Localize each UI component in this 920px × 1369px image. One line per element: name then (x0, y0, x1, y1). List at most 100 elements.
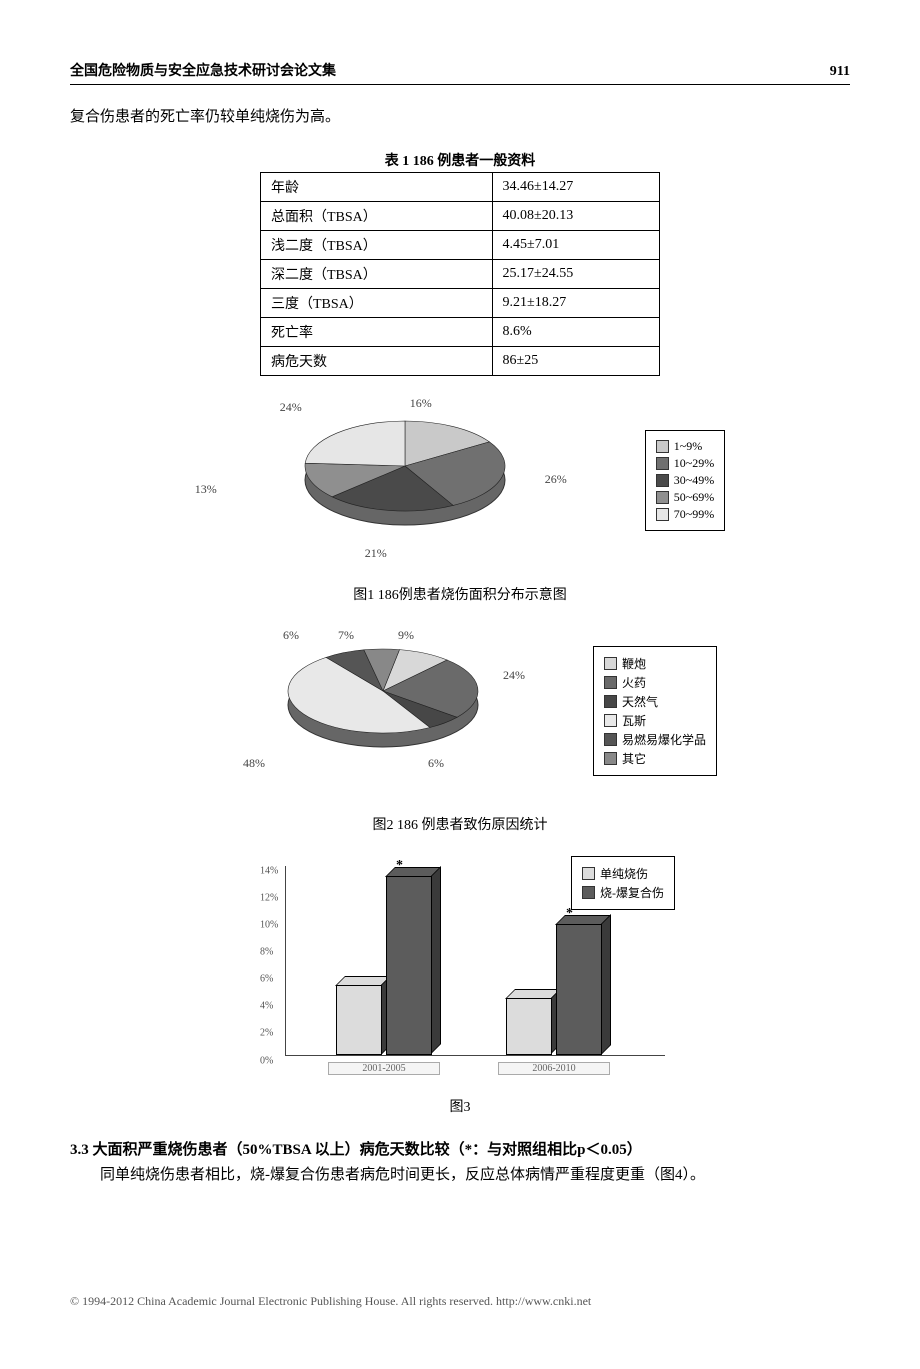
y-tick: 10% (260, 919, 278, 930)
y-tick: 14% (260, 865, 278, 876)
legend-item: 1~9% (656, 439, 715, 454)
legend-swatch (656, 508, 669, 521)
legend-item: 天然气 (604, 693, 706, 710)
paragraph-intro: 复合伤患者的死亡率仍较单纯烧伤为高。 (70, 103, 850, 132)
table-cell: 死亡率 (261, 317, 493, 346)
fig3-caption: 图3 (70, 1096, 850, 1116)
fig1-legend: 1~9% 10~29% 30~49% 50~69% 70~99% (645, 430, 726, 531)
legend-item: 易燃易爆化学品 (604, 731, 706, 748)
bar (556, 924, 602, 1055)
section-3-3-title: 3.3 大面积严重烧伤患者（50%TBSA 以上）病危天数比较（*：与对照组相比… (70, 1138, 850, 1159)
legend-label: 30~49% (674, 473, 715, 488)
legend-label: 天然气 (622, 693, 658, 710)
fig3-axes: 0%2%4%6%8%10%12%14%2001-2005*2006-2010* (285, 866, 665, 1056)
legend-label: 10~29% (674, 456, 715, 471)
table-cell: 深二度（TBSA） (261, 259, 493, 288)
table-cell: 三度（TBSA） (261, 288, 493, 317)
fig2-legend: 鞭炮火药天然气瓦斯易燃易爆化学品其它 (593, 646, 717, 776)
table-cell: 8.6% (492, 317, 659, 346)
bar-group (506, 924, 602, 1055)
table-row: 年龄34.46±14.27 (261, 172, 660, 201)
fig1-lbl-16: 16% (410, 396, 432, 411)
fig2-lbl-7: 7% (338, 628, 354, 643)
table-cell: 总面积（TBSA） (261, 201, 493, 230)
fig2-lbl-9: 9% (398, 628, 414, 643)
legend-label: 50~69% (674, 490, 715, 505)
legend-item: 10~29% (656, 456, 715, 471)
table-row: 深二度（TBSA）25.17±24.55 (261, 259, 660, 288)
y-tick: 12% (260, 892, 278, 903)
legend-item: 瓦斯 (604, 712, 706, 729)
fig1-lbl-26: 26% (545, 472, 567, 487)
y-tick: 0% (260, 1055, 273, 1066)
legend-item: 70~99% (656, 507, 715, 522)
legend-item: 50~69% (656, 490, 715, 505)
bar (386, 876, 432, 1054)
table1-caption: 表 1 186 例患者一般资料 (70, 150, 850, 170)
legend-swatch (656, 440, 669, 453)
fig2-pie (263, 626, 503, 776)
fig1-pie (275, 396, 535, 556)
fig2-lbl-6a: 6% (428, 756, 444, 771)
legend-swatch (604, 733, 617, 746)
bar (336, 985, 382, 1055)
table-row: 死亡率8.6% (261, 317, 660, 346)
legend-swatch (604, 676, 617, 689)
table-cell: 年龄 (261, 172, 493, 201)
table-row: 三度（TBSA）9.21±18.27 (261, 288, 660, 317)
legend-swatch (656, 474, 669, 487)
fig1-lbl-13: 13% (195, 482, 217, 497)
y-tick: 6% (260, 974, 273, 985)
header-left: 全国危险物质与安全应急技术研讨会论文集 (70, 60, 336, 80)
page-header: 全国危险物质与安全应急技术研讨会论文集 911 (70, 60, 850, 85)
table-cell: 86±25 (492, 346, 659, 375)
fig3: 单纯烧伤烧-爆复合伤 0%2%4%6%8%10%12%14%2001-2005*… (70, 856, 850, 1086)
legend-label: 70~99% (674, 507, 715, 522)
table-cell: 34.46±14.27 (492, 172, 659, 201)
x-category: 2001-2005 (328, 1062, 440, 1075)
legend-item: 火药 (604, 674, 706, 691)
table-cell: 40.08±20.13 (492, 201, 659, 230)
page-number: 911 (830, 64, 850, 80)
legend-swatch (604, 714, 617, 727)
table-cell: 25.17±24.55 (492, 259, 659, 288)
table-cell: 浅二度（TBSA） (261, 230, 493, 259)
y-tick: 8% (260, 946, 273, 957)
page-footer: © 1994-2012 China Academic Journal Elect… (70, 1294, 850, 1309)
fig2-caption: 图2 186 例患者致伤原因统计 (70, 814, 850, 834)
legend-label: 1~9% (674, 439, 703, 454)
legend-label: 易燃易爆化学品 (622, 731, 706, 748)
legend-label: 瓦斯 (622, 712, 646, 729)
y-tick: 4% (260, 1001, 273, 1012)
legend-label: 鞭炮 (622, 655, 646, 672)
bar (506, 998, 552, 1054)
legend-swatch (604, 695, 617, 708)
table-cell: 4.45±7.01 (492, 230, 659, 259)
fig1: 16% 26% 21% 13% 24% 1~9% 10~29% 30~49% 50~6… (70, 396, 850, 566)
table-cell: 9.21±18.27 (492, 288, 659, 317)
legend-label: 火药 (622, 674, 646, 691)
y-tick: 2% (260, 1028, 273, 1039)
table1: 年龄34.46±14.27总面积（TBSA）40.08±20.13浅二度（TBS… (260, 172, 660, 376)
legend-item: 30~49% (656, 473, 715, 488)
legend-item: 其它 (604, 750, 706, 767)
significance-star: * (566, 906, 573, 922)
fig1-lbl-24: 24% (280, 400, 302, 415)
section-3-3-body: 同单纯烧伤患者相比，烧-爆复合伤患者病危时间更长，反应总体病情严重程度更重（图4… (70, 1163, 850, 1184)
table-cell: 病危天数 (261, 346, 493, 375)
fig2: 9% 24% 6% 48% 7% 6% 鞭炮火药天然气瓦斯易燃易爆化学品其它 (70, 626, 850, 796)
legend-swatch (656, 491, 669, 504)
x-category: 2006-2010 (498, 1062, 610, 1075)
legend-label: 其它 (622, 750, 646, 767)
legend-swatch (604, 657, 617, 670)
legend-swatch (656, 457, 669, 470)
bar-group (336, 876, 432, 1054)
fig1-caption: 图1 186例患者烧伤面积分布示意图 (70, 584, 850, 604)
table-row: 总面积（TBSA）40.08±20.13 (261, 201, 660, 230)
significance-star: * (396, 858, 403, 874)
fig2-lbl-48: 48% (243, 756, 265, 771)
legend-swatch (604, 752, 617, 765)
fig1-lbl-21: 21% (365, 546, 387, 561)
table-row: 病危天数86±25 (261, 346, 660, 375)
fig2-lbl-6b: 6% (283, 628, 299, 643)
